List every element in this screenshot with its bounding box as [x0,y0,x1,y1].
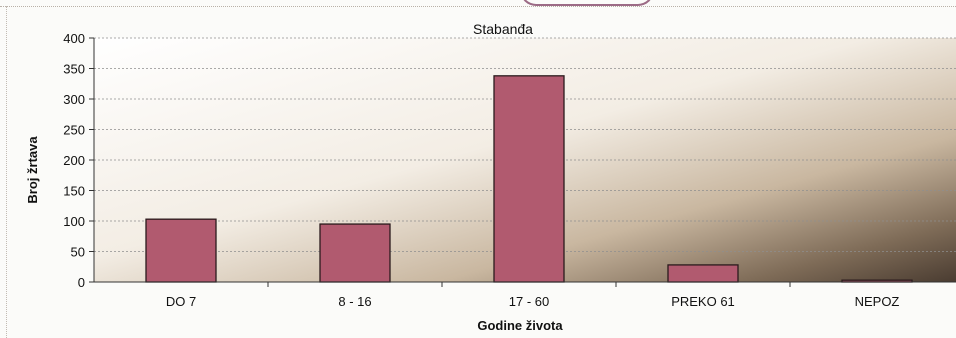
bar [319,223,391,283]
bar [145,218,217,283]
bar [667,264,739,283]
y-tick-label: 350 [63,62,85,77]
y-tick-label: 250 [63,123,85,138]
y-tick-label: 400 [63,31,85,46]
bar [493,75,565,283]
x-tick-label: DO 7 [166,294,196,309]
bars [145,75,913,283]
y-tick-label: 50 [71,245,85,260]
y-tick-label: 150 [63,184,85,199]
x-tick-label: PREKO 61 [671,294,735,309]
chart-title: Stabanđa [473,21,533,37]
x-axis-label: Godine života [477,318,563,333]
y-tick-label: 100 [63,214,85,229]
y-tick-label: 0 [78,275,85,290]
x-tick-label: 17 - 60 [509,294,549,309]
page-left-rule [6,6,8,338]
x-tick-label: NEPOZ [855,294,900,309]
x-tick-labels: DO 7 8 - 16 17 - 60 PREKO 61 NEPOZ [166,282,900,309]
y-tick-labels: 0 50 100 150 200 250 300 350 400 [63,31,94,290]
y-axis-label: Broj žrtava [25,136,40,204]
y-tick-label: 200 [63,153,85,168]
page-top-rule [0,0,956,7]
y-tick-label: 300 [63,92,85,107]
x-tick-label: 8 - 16 [338,294,371,309]
